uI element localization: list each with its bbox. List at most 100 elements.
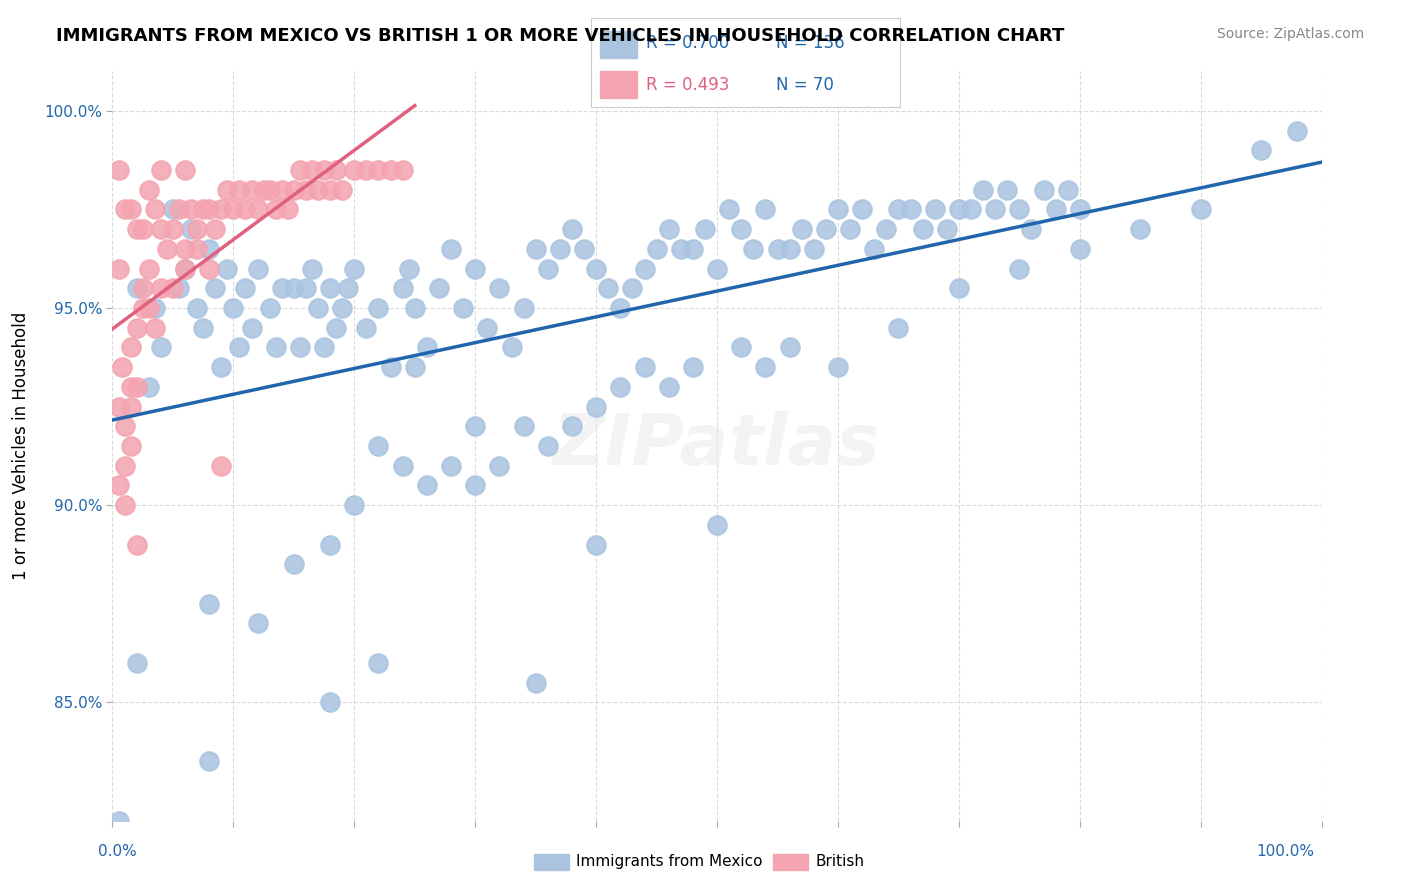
Point [191, 320, 215, 334]
Point [766, 242, 789, 256]
Point [149, 281, 172, 295]
Text: R = 0.700: R = 0.700 [647, 34, 730, 52]
Point [288, 340, 311, 354]
Point [283, 183, 305, 197]
Point [827, 360, 849, 375]
Point [960, 202, 983, 217]
Point [138, 380, 160, 394]
Point [718, 202, 741, 217]
Point [343, 498, 366, 512]
Point [706, 261, 728, 276]
Point [330, 301, 353, 315]
Point [440, 458, 463, 473]
Point [277, 202, 299, 217]
Point [391, 281, 413, 295]
Point [283, 558, 305, 572]
Point [204, 281, 226, 295]
Point [167, 202, 190, 217]
Text: ZIPatlas: ZIPatlas [554, 411, 880, 481]
Point [222, 202, 245, 217]
Point [191, 202, 215, 217]
Point [572, 242, 595, 256]
Point [561, 419, 583, 434]
Point [742, 242, 765, 256]
Point [314, 163, 336, 178]
Point [633, 261, 655, 276]
Point [416, 340, 439, 354]
Point [754, 202, 776, 217]
Point [1008, 202, 1031, 217]
Point [633, 360, 655, 375]
Point [114, 419, 136, 434]
Point [259, 301, 281, 315]
Point [217, 261, 239, 276]
Point [330, 183, 353, 197]
Point [301, 163, 323, 178]
Point [948, 202, 970, 217]
Point [209, 360, 232, 375]
Point [125, 222, 148, 236]
Point [138, 261, 160, 276]
Point [198, 755, 221, 769]
Point [132, 281, 155, 295]
Point [319, 538, 342, 552]
Point [264, 340, 287, 354]
Point [1250, 143, 1272, 157]
Point [162, 202, 184, 217]
Point [900, 202, 922, 217]
Point [107, 261, 129, 276]
Point [125, 281, 148, 295]
Point [114, 458, 136, 473]
Point [380, 163, 402, 178]
Point [645, 242, 668, 256]
Point [107, 814, 129, 828]
Point [125, 656, 148, 670]
Point [548, 242, 571, 256]
Point [132, 222, 155, 236]
Point [174, 261, 197, 276]
Point [138, 301, 160, 315]
Point [827, 202, 849, 217]
Point [301, 261, 323, 276]
Point [814, 222, 837, 236]
Point [682, 242, 704, 256]
Point [217, 183, 239, 197]
Point [367, 439, 389, 453]
Point [356, 320, 378, 334]
Point [325, 320, 347, 334]
Point [270, 281, 292, 295]
Point [995, 183, 1018, 197]
Point [598, 281, 620, 295]
Point [209, 458, 232, 473]
Point [288, 163, 311, 178]
Point [404, 360, 426, 375]
Point [162, 222, 184, 236]
Point [488, 458, 510, 473]
Point [107, 400, 129, 414]
Point [803, 242, 825, 256]
Point [887, 320, 910, 334]
Point [391, 163, 413, 178]
Point [1056, 183, 1078, 197]
FancyBboxPatch shape [600, 31, 637, 58]
Point [337, 281, 360, 295]
Point [404, 301, 426, 315]
Text: 100.0%: 100.0% [1257, 845, 1315, 859]
Point [524, 675, 547, 690]
Point [120, 202, 142, 217]
Point [319, 281, 342, 295]
Point [125, 538, 148, 552]
Point [609, 301, 631, 315]
Point [398, 261, 420, 276]
Point [307, 301, 329, 315]
Point [948, 281, 970, 295]
Point [839, 222, 862, 236]
Point [120, 340, 142, 354]
Point [120, 439, 142, 453]
Point [440, 242, 463, 256]
Point [512, 301, 534, 315]
Point [325, 163, 347, 178]
Point [246, 202, 269, 217]
Point [851, 202, 873, 217]
Text: N = 136: N = 136 [776, 34, 845, 52]
